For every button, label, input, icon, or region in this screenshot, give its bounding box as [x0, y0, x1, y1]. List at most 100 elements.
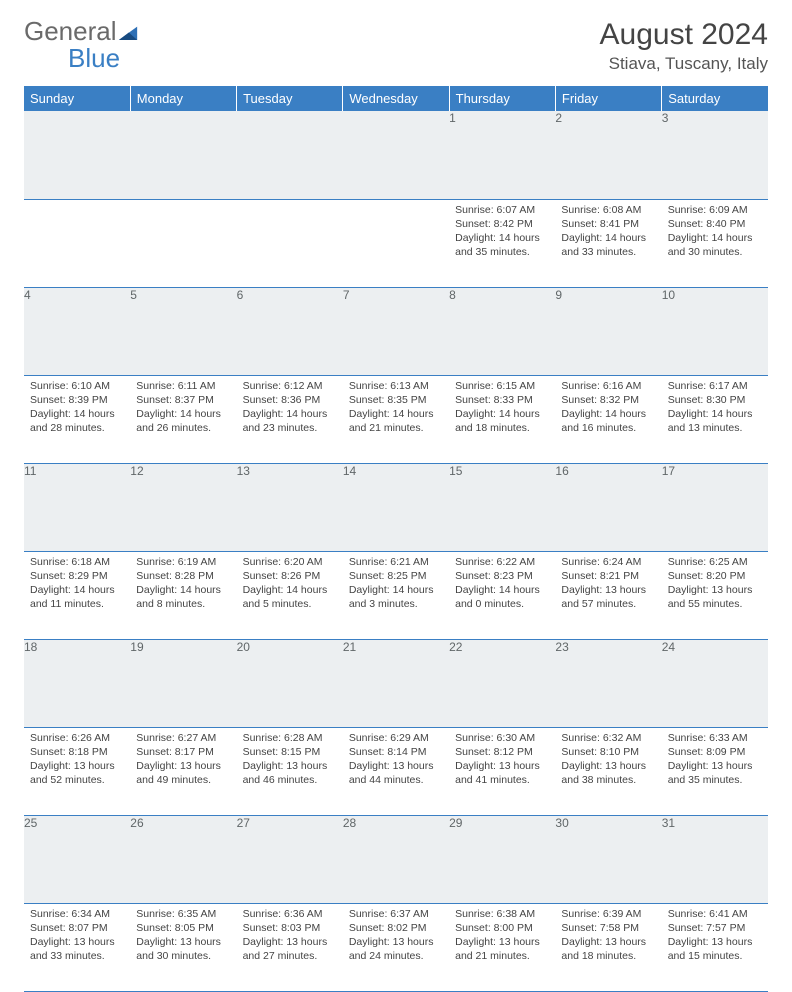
- day-details: Sunrise: 6:36 AMSunset: 8:03 PMDaylight:…: [237, 904, 343, 968]
- day-cell: Sunrise: 6:22 AMSunset: 8:23 PMDaylight:…: [449, 551, 555, 639]
- day-number: 9: [555, 287, 661, 375]
- day-detail-line: Sunrise: 6:18 AM: [30, 555, 124, 569]
- day-detail-line: Daylight: 14 hours and 33 minutes.: [561, 231, 655, 259]
- day-detail-line: Sunset: 8:23 PM: [455, 569, 549, 583]
- day-detail-line: Sunrise: 6:33 AM: [668, 731, 762, 745]
- day-detail-line: Sunset: 8:37 PM: [136, 393, 230, 407]
- day-detail-line: Sunset: 8:40 PM: [668, 217, 762, 231]
- day-details: Sunrise: 6:22 AMSunset: 8:23 PMDaylight:…: [449, 552, 555, 616]
- day-number: 21: [343, 639, 449, 727]
- day-detail-line: Sunset: 8:17 PM: [136, 745, 230, 759]
- day-details: Sunrise: 6:09 AMSunset: 8:40 PMDaylight:…: [662, 200, 768, 264]
- day-cell: Sunrise: 6:17 AMSunset: 8:30 PMDaylight:…: [662, 375, 768, 463]
- day-detail-line: Sunrise: 6:30 AM: [455, 731, 549, 745]
- day-details: Sunrise: 6:24 AMSunset: 8:21 PMDaylight:…: [555, 552, 661, 616]
- day-cell: Sunrise: 6:18 AMSunset: 8:29 PMDaylight:…: [24, 551, 130, 639]
- day-detail-line: Sunset: 8:28 PM: [136, 569, 230, 583]
- day-details: Sunrise: 6:33 AMSunset: 8:09 PMDaylight:…: [662, 728, 768, 792]
- day-cell: Sunrise: 6:08 AMSunset: 8:41 PMDaylight:…: [555, 199, 661, 287]
- month-title: August 2024: [600, 18, 768, 52]
- day-cell: Sunrise: 6:07 AMSunset: 8:42 PMDaylight:…: [449, 199, 555, 287]
- day-number: 11: [24, 463, 130, 551]
- day-details: Sunrise: 6:12 AMSunset: 8:36 PMDaylight:…: [237, 376, 343, 440]
- day-number-row: 123: [24, 111, 768, 199]
- day-detail-line: Sunset: 8:39 PM: [30, 393, 124, 407]
- day-content-row: Sunrise: 6:26 AMSunset: 8:18 PMDaylight:…: [24, 727, 768, 815]
- weekday-header-row: SundayMondayTuesdayWednesdayThursdayFrid…: [24, 86, 768, 111]
- day-details: Sunrise: 6:37 AMSunset: 8:02 PMDaylight:…: [343, 904, 449, 968]
- day-detail-line: Sunrise: 6:22 AM: [455, 555, 549, 569]
- day-detail-line: Daylight: 14 hours and 18 minutes.: [455, 407, 549, 435]
- day-detail-line: Sunset: 8:42 PM: [455, 217, 549, 231]
- day-details: [237, 200, 343, 207]
- day-detail-line: Sunrise: 6:07 AM: [455, 203, 549, 217]
- day-detail-line: Daylight: 13 hours and 18 minutes.: [561, 935, 655, 963]
- day-cell: Sunrise: 6:26 AMSunset: 8:18 PMDaylight:…: [24, 727, 130, 815]
- day-detail-line: Sunset: 8:12 PM: [455, 745, 549, 759]
- day-details: Sunrise: 6:07 AMSunset: 8:42 PMDaylight:…: [449, 200, 555, 264]
- day-number: 15: [449, 463, 555, 551]
- day-cell: [130, 199, 236, 287]
- day-cell: Sunrise: 6:11 AMSunset: 8:37 PMDaylight:…: [130, 375, 236, 463]
- day-number: 24: [662, 639, 768, 727]
- day-cell: Sunrise: 6:32 AMSunset: 8:10 PMDaylight:…: [555, 727, 661, 815]
- day-cell: Sunrise: 6:37 AMSunset: 8:02 PMDaylight:…: [343, 903, 449, 991]
- day-detail-line: Sunset: 8:29 PM: [30, 569, 124, 583]
- day-details: [24, 200, 130, 207]
- day-detail-line: Sunset: 8:09 PM: [668, 745, 762, 759]
- day-detail-line: Sunrise: 6:20 AM: [243, 555, 337, 569]
- day-cell: Sunrise: 6:12 AMSunset: 8:36 PMDaylight:…: [237, 375, 343, 463]
- day-detail-line: Daylight: 13 hours and 21 minutes.: [455, 935, 549, 963]
- day-detail-line: Daylight: 13 hours and 41 minutes.: [455, 759, 549, 787]
- day-detail-line: Daylight: 14 hours and 35 minutes.: [455, 231, 549, 259]
- day-number: 5: [130, 287, 236, 375]
- day-details: Sunrise: 6:35 AMSunset: 8:05 PMDaylight:…: [130, 904, 236, 968]
- day-cell: Sunrise: 6:20 AMSunset: 8:26 PMDaylight:…: [237, 551, 343, 639]
- day-detail-line: Sunrise: 6:25 AM: [668, 555, 762, 569]
- day-number: 25: [24, 815, 130, 903]
- day-detail-line: Daylight: 13 hours and 49 minutes.: [136, 759, 230, 787]
- day-details: Sunrise: 6:34 AMSunset: 8:07 PMDaylight:…: [24, 904, 130, 968]
- day-detail-line: Sunset: 8:35 PM: [349, 393, 443, 407]
- day-detail-line: Daylight: 14 hours and 21 minutes.: [349, 407, 443, 435]
- logo: GeneralBlue: [24, 18, 138, 73]
- calendar-table: SundayMondayTuesdayWednesdayThursdayFrid…: [24, 86, 768, 992]
- day-cell: Sunrise: 6:24 AMSunset: 8:21 PMDaylight:…: [555, 551, 661, 639]
- day-detail-line: Daylight: 14 hours and 23 minutes.: [243, 407, 337, 435]
- title-block: August 2024 Stiava, Tuscany, Italy: [600, 18, 768, 74]
- day-detail-line: Daylight: 13 hours and 27 minutes.: [243, 935, 337, 963]
- day-detail-line: Sunrise: 6:28 AM: [243, 731, 337, 745]
- day-detail-line: Sunset: 8:05 PM: [136, 921, 230, 935]
- day-number: 12: [130, 463, 236, 551]
- day-details: Sunrise: 6:11 AMSunset: 8:37 PMDaylight:…: [130, 376, 236, 440]
- day-number-row: 11121314151617: [24, 463, 768, 551]
- day-number-row: 18192021222324: [24, 639, 768, 727]
- weekday-header: Saturday: [662, 86, 768, 111]
- day-number: 30: [555, 815, 661, 903]
- day-details: Sunrise: 6:27 AMSunset: 8:17 PMDaylight:…: [130, 728, 236, 792]
- day-detail-line: Sunset: 8:14 PM: [349, 745, 443, 759]
- weekday-header: Thursday: [449, 86, 555, 111]
- day-detail-line: Sunrise: 6:27 AM: [136, 731, 230, 745]
- day-number: 8: [449, 287, 555, 375]
- day-details: Sunrise: 6:32 AMSunset: 8:10 PMDaylight:…: [555, 728, 661, 792]
- day-detail-line: Daylight: 13 hours and 46 minutes.: [243, 759, 337, 787]
- day-detail-line: Sunset: 8:41 PM: [561, 217, 655, 231]
- day-detail-line: Sunrise: 6:21 AM: [349, 555, 443, 569]
- day-detail-line: Sunrise: 6:36 AM: [243, 907, 337, 921]
- day-detail-line: Daylight: 13 hours and 30 minutes.: [136, 935, 230, 963]
- weekday-header: Wednesday: [343, 86, 449, 111]
- day-cell: Sunrise: 6:16 AMSunset: 8:32 PMDaylight:…: [555, 375, 661, 463]
- day-number: 10: [662, 287, 768, 375]
- day-cell: Sunrise: 6:41 AMSunset: 7:57 PMDaylight:…: [662, 903, 768, 991]
- day-detail-line: Sunrise: 6:08 AM: [561, 203, 655, 217]
- day-number: 4: [24, 287, 130, 375]
- day-number: 14: [343, 463, 449, 551]
- day-details: Sunrise: 6:20 AMSunset: 8:26 PMDaylight:…: [237, 552, 343, 616]
- day-content-row: Sunrise: 6:10 AMSunset: 8:39 PMDaylight:…: [24, 375, 768, 463]
- day-cell: [24, 199, 130, 287]
- day-number-row: 25262728293031: [24, 815, 768, 903]
- day-details: Sunrise: 6:39 AMSunset: 7:58 PMDaylight:…: [555, 904, 661, 968]
- weekday-header: Tuesday: [237, 86, 343, 111]
- day-detail-line: Daylight: 13 hours and 52 minutes.: [30, 759, 124, 787]
